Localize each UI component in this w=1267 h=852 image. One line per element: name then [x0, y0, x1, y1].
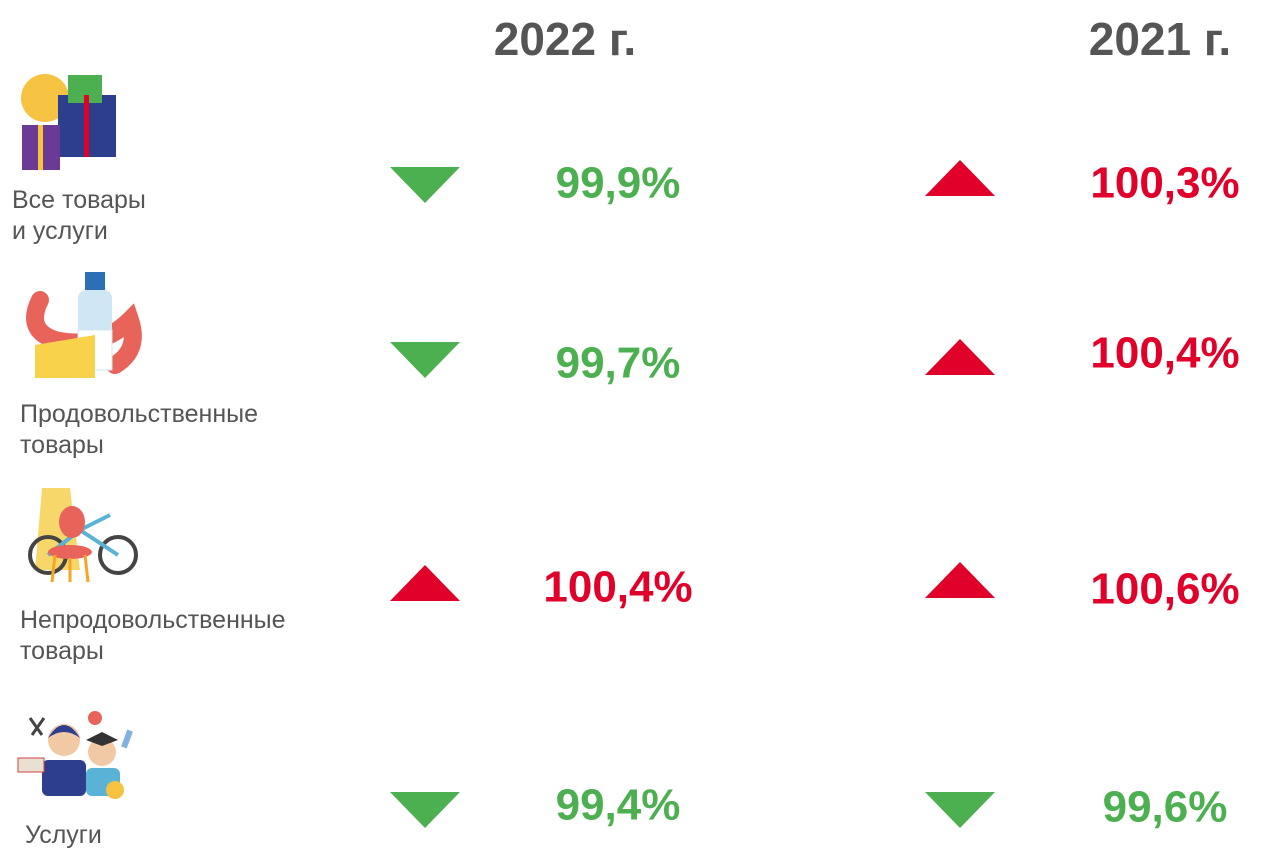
- icon-nonfood: [28, 488, 138, 583]
- row-label: Продовольственные: [20, 400, 258, 428]
- icon-food: [26, 272, 142, 378]
- index-value: 99,7%: [556, 339, 681, 388]
- index-value: 99,4%: [556, 781, 681, 830]
- trend-arrow: [925, 562, 995, 598]
- row-label: и услуги: [12, 217, 108, 245]
- trend-arrow: [390, 565, 460, 601]
- index-value: 100,3%: [1090, 159, 1239, 208]
- row-label: Непродовольственные: [20, 606, 286, 634]
- trend-arrow: [925, 160, 995, 196]
- row-label: товары: [20, 431, 104, 459]
- index-value: 100,6%: [1090, 565, 1239, 614]
- trend-arrow: [390, 342, 460, 378]
- column-header: 2021 г.: [1089, 13, 1231, 65]
- index-value: 99,6%: [1103, 783, 1228, 832]
- icon-services: [17, 711, 133, 799]
- trend-arrow: [925, 792, 995, 828]
- trend-arrow: [390, 792, 460, 828]
- row-label: товары: [20, 637, 104, 665]
- icon-goods: [21, 74, 116, 170]
- index-value: 100,4%: [1090, 329, 1239, 378]
- column-header: 2022 г.: [494, 13, 636, 65]
- row-label: Все товары: [12, 186, 146, 214]
- trend-arrow: [925, 339, 995, 375]
- index-value: 100,4%: [543, 563, 692, 612]
- index-value: 99,9%: [556, 159, 681, 208]
- row-label: Услуги: [25, 821, 102, 849]
- trend-arrow: [390, 167, 460, 203]
